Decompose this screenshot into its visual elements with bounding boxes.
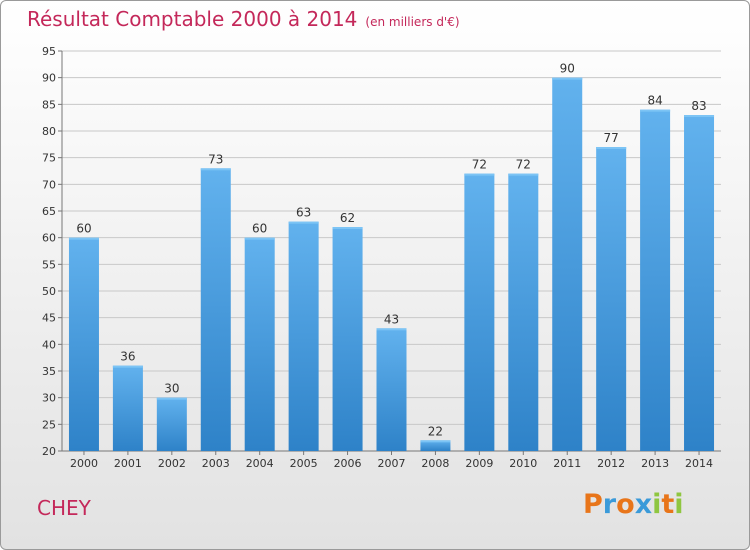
bar-2008 <box>420 440 451 451</box>
data-label: 60 <box>252 222 267 236</box>
y-tick-label: 30 <box>42 392 56 405</box>
y-tick-label: 95 <box>42 45 56 58</box>
bar-highlight <box>244 237 275 240</box>
data-labels: 60 36 30 73 60 63 62 43 22 72 72 90 77 84 83 <box>76 62 706 439</box>
y-tick-label: 70 <box>42 178 56 191</box>
y-tick-label: 60 <box>42 232 56 245</box>
proxiti-logo: Proxiti <box>583 489 693 525</box>
bar-highlight <box>288 221 319 224</box>
bar-2012 <box>596 147 627 451</box>
bar-2002 <box>156 397 187 451</box>
x-tick-label: 2005 <box>290 457 318 470</box>
y-tick-label: 20 <box>42 445 56 458</box>
bar-highlight <box>112 365 143 368</box>
y-tick-label: 35 <box>42 365 56 378</box>
x-tick-label: 2003 <box>202 457 230 470</box>
x-tick-label: 2013 <box>641 457 669 470</box>
x-tick-label: 2014 <box>685 457 713 470</box>
y-tick-label: 80 <box>42 125 56 138</box>
bar-2014 <box>684 115 715 451</box>
bars <box>68 77 715 452</box>
x-tick-label: 2001 <box>114 457 142 470</box>
x-tick-label: 2008 <box>421 457 449 470</box>
y-tick-label: 75 <box>42 152 56 165</box>
data-label: 63 <box>296 206 311 220</box>
bar-2003 <box>200 168 231 452</box>
data-label: 77 <box>604 131 619 145</box>
x-tick-label: 2012 <box>597 457 625 470</box>
commune-name: CHEY <box>37 496 91 520</box>
bar-2013 <box>640 109 671 452</box>
y-tick-label: 25 <box>42 418 56 431</box>
data-label: 73 <box>208 152 223 166</box>
y-tick-label: 55 <box>42 258 56 271</box>
bar-highlight <box>156 397 187 400</box>
data-label: 36 <box>120 350 135 364</box>
bar-highlight <box>200 168 231 171</box>
data-label: 30 <box>164 382 179 396</box>
logo-letter: o <box>616 489 635 520</box>
logo-letter: x <box>634 489 653 520</box>
x-tick-labels: 2000 2001 2002 2003 2004 2005 2006 2007 2008 2009… <box>70 457 713 470</box>
data-label: 43 <box>384 312 399 326</box>
bar-highlight <box>640 109 671 112</box>
x-tick-label: 2006 <box>334 457 362 470</box>
logo-letter: P <box>583 489 603 520</box>
y-tick-label: 90 <box>42 72 56 85</box>
bar-2004 <box>244 237 275 451</box>
bar-highlight <box>332 227 363 229</box>
bar-highlight <box>552 77 583 80</box>
chart-subtitle: (en milliers d'€) <box>365 15 460 29</box>
chart-title-text: Résultat Comptable 2000 à 2014 <box>27 7 358 31</box>
x-tick-label: 2002 <box>158 457 186 470</box>
bar-2005 <box>288 221 319 451</box>
data-label: 72 <box>472 158 487 172</box>
data-label: 83 <box>691 99 706 113</box>
data-label: 90 <box>560 62 575 76</box>
bar-highlight <box>508 173 539 176</box>
x-tick-label: 2009 <box>465 457 493 470</box>
bar-highlight <box>376 328 407 331</box>
chart-title: Résultat Comptable 2000 à 2014 (en millie… <box>27 7 460 31</box>
bar-highlight <box>420 440 451 443</box>
data-label: 22 <box>428 424 443 438</box>
x-tick-label: 2011 <box>553 457 581 470</box>
y-tick-label: 40 <box>42 338 56 351</box>
data-label: 84 <box>647 94 662 108</box>
bar-highlight <box>684 115 715 117</box>
data-label: 60 <box>76 222 91 236</box>
data-label: 72 <box>516 158 531 172</box>
bar-2006 <box>332 227 363 451</box>
bar-highlight <box>596 147 627 149</box>
bar-2010 <box>508 173 539 451</box>
logo-letter: i <box>674 489 684 520</box>
bar-2007 <box>376 328 407 451</box>
bar-2011 <box>552 77 583 452</box>
logo-letter: t <box>661 489 675 520</box>
y-tick-label: 50 <box>42 285 56 298</box>
bar-highlight <box>464 173 495 176</box>
bar-highlight <box>68 237 99 240</box>
y-tick-label: 45 <box>42 312 56 325</box>
bar-2009 <box>464 173 495 451</box>
y-tick-label: 85 <box>42 98 56 111</box>
x-tick-label: 2004 <box>246 457 274 470</box>
x-tick-label: 2000 <box>70 457 98 470</box>
y-tick-labels: 20 25 30 35 40 45 50 55 60 65 70 75 80 85 90 95 <box>42 45 56 458</box>
data-label: 62 <box>340 211 355 225</box>
logo-letter: i <box>652 489 662 520</box>
y-tick-label: 65 <box>42 205 56 218</box>
x-tick-label: 2007 <box>378 457 406 470</box>
bar-2001 <box>112 365 143 451</box>
x-tick-label: 2010 <box>509 457 537 470</box>
logo-letter: r <box>602 489 617 520</box>
bar-2000 <box>68 237 99 451</box>
